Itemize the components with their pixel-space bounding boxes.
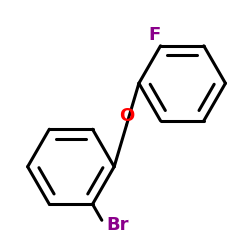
Text: O: O xyxy=(119,107,134,125)
Text: Br: Br xyxy=(106,216,128,234)
Text: F: F xyxy=(148,26,160,44)
